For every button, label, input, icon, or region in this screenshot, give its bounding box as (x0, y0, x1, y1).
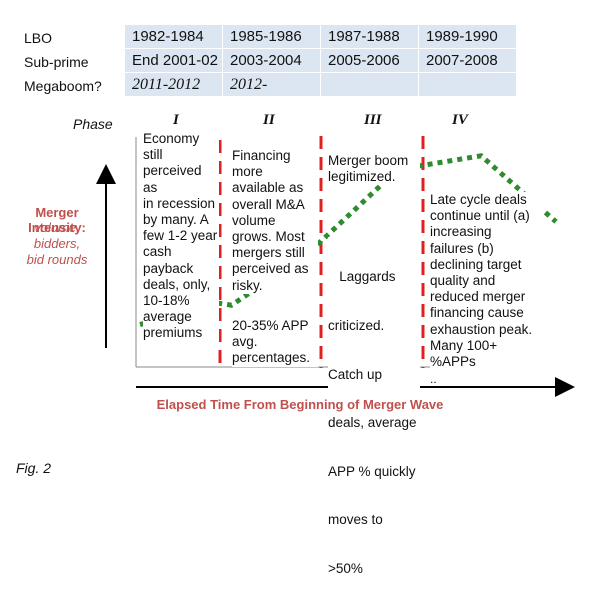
text-line: APP % quickly (328, 463, 416, 479)
trailing-dots: .. (430, 372, 437, 386)
text-line: more (232, 164, 263, 180)
text-line: criticized. (328, 318, 385, 334)
table-cell (320, 72, 419, 97)
text-line: available as (232, 180, 304, 196)
phase-iii-laggards-note: Laggards criticized. Catch up deals, ave… (328, 237, 420, 593)
text-line: mergers still (232, 245, 305, 261)
phase-iii: III (364, 112, 382, 128)
phase-iii-description: Merger boom legitimized. (328, 153, 420, 186)
y-axis-title: Merger Intensity: (28, 205, 86, 235)
text-line: grows. Most (232, 229, 305, 245)
y-axis-subtitle: volume, bidders, bid rounds (12, 220, 102, 268)
phase-label: Phase (73, 116, 113, 132)
phase-iv: IV (452, 112, 468, 128)
text-line: overall M&A (232, 196, 305, 212)
text-line: increasing (430, 224, 492, 240)
table-cell: 1989-1990 (418, 24, 517, 49)
table-cell: 2005-2006 (320, 48, 419, 73)
row-label-lbo: LBO (24, 30, 53, 46)
table-cell: 2003-2004 (222, 48, 321, 73)
table-cell: 2011-2012 (124, 72, 223, 97)
table-cell: 2012- (222, 72, 321, 97)
text-line: moves to (328, 512, 383, 528)
phase-iv-description: Late cycle deals continue until (a) incr… (430, 192, 544, 371)
text-line: average (143, 309, 192, 325)
period-table: 1982-1984 1985-1986 1987-1988 1989-1990 … (124, 24, 517, 97)
text-line: deals, average (328, 415, 417, 431)
text-line: Many 100+ (430, 337, 498, 353)
phase-ii-premium-note: 20-35% APP avg. percentages. (232, 318, 318, 367)
table-row: 2011-2012 2012- (124, 72, 517, 97)
text-line: legitimized. (328, 169, 396, 185)
text-line: financing cause (430, 305, 524, 321)
text-line: payback (143, 260, 194, 276)
y-axis-subtitle-line: bidders, (33, 236, 81, 251)
text-line: still (143, 147, 163, 163)
text-line: avg. (232, 334, 258, 350)
text-line: reduced merger (430, 289, 526, 305)
text-line: cash (143, 244, 172, 260)
text-line: Merger boom (328, 153, 409, 168)
text-line: in recession (143, 195, 216, 211)
text-line: percentages. (232, 350, 311, 366)
text-line: failures (b) (430, 240, 494, 256)
table-cell: 2007-2008 (418, 48, 517, 73)
text-line: Catch up (328, 366, 383, 382)
text-line: volume (232, 212, 276, 228)
text-line: 10-18% (143, 293, 190, 309)
table-cell: 1987-1988 (320, 24, 419, 49)
row-label-megaboom: Megaboom? (24, 78, 102, 94)
y-axis-subtitle-line: bid rounds (26, 252, 88, 267)
phase-i: I (173, 112, 179, 128)
text-line: Economy (143, 131, 200, 146)
y-axis-subtitle-line: volume, (34, 220, 80, 235)
text-line: continue until (a) (430, 208, 530, 224)
phase-ii-description: Financing more available as overall M&A … (232, 148, 318, 294)
x-axis-label: Elapsed Time From Beginning of Merger Wa… (156, 397, 444, 412)
text-line: premiums (143, 325, 203, 341)
text-line: %APPs (430, 354, 476, 370)
text-line: Financing (232, 148, 291, 163)
text-line: deals, only, (143, 276, 211, 292)
row-label-subprime: Sub-prime (24, 54, 89, 70)
text-line: perceived as (232, 261, 309, 277)
text-line: few 1-2 year (143, 228, 218, 244)
table-cell: 1982-1984 (124, 24, 223, 49)
text-line: perceived as (143, 163, 202, 195)
text-line: risky. (232, 277, 263, 293)
text-line: Late cycle deals (430, 192, 527, 207)
phase-ii: II (263, 112, 275, 128)
text-line: 20-35% APP (232, 318, 309, 333)
text-line: by many. A (143, 212, 209, 228)
figure-label: Fig. 2 (16, 460, 52, 476)
phase-i-description: Economy still perceived as in recession … (143, 131, 219, 342)
text-line: Laggards (328, 269, 396, 285)
table-row: 1982-1984 1985-1986 1987-1988 1989-1990 (124, 24, 517, 49)
text-line: declining target (430, 256, 522, 272)
text-line: >50% (328, 561, 363, 577)
text-line: exhaustion peak. (430, 321, 533, 337)
text-line: quality and (430, 273, 496, 289)
table-cell (418, 72, 517, 97)
